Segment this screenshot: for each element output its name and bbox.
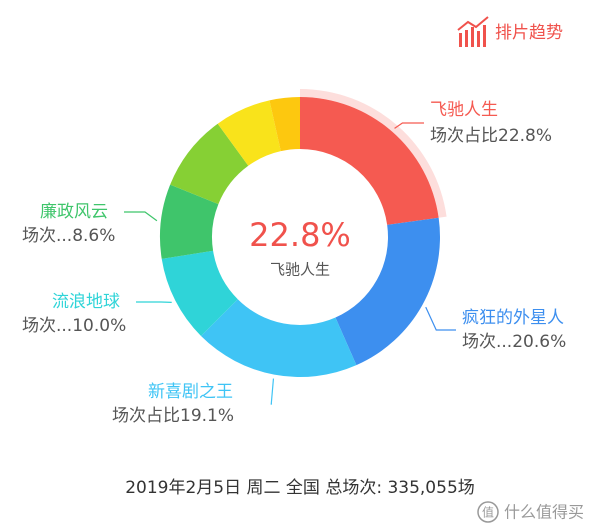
watermark-text: 什么值得买 (504, 503, 584, 522)
donut-slice (300, 97, 439, 225)
trend-icon (457, 16, 489, 47)
slice-name: 疯狂的外星人 (462, 308, 564, 328)
slice-value-label: 场次占比19.1% (112, 406, 234, 426)
leader-line (394, 122, 424, 129)
selected-halo (300, 89, 447, 218)
donut-slice (159, 184, 219, 259)
center-value: 22.8% (249, 216, 351, 254)
slice-name: 廉政风云 (40, 202, 108, 222)
leader-line (425, 306, 456, 331)
watermark-icon: 值 (482, 505, 494, 520)
slice-value-label: 场次...20.6% (462, 332, 566, 352)
slice-value-label: 场次...10.0% (22, 316, 126, 336)
footer-text: 2019年2月5日 周二 全国 总场次: 335,055场 (125, 478, 475, 498)
slice-value-label: 场次...8.6% (22, 226, 115, 246)
donut-slice (161, 250, 238, 336)
trend-button-label: 排片趋势 (495, 23, 563, 43)
watermark-icon-ring (477, 501, 499, 523)
slice-value-label: 场次占比22.8% (430, 126, 552, 146)
donut-slice (217, 100, 281, 166)
slice-name: 飞驰人生 (430, 100, 498, 120)
donut-chart: 飞驰人生场次占比22.8%疯狂的外星人场次...20.6%新喜剧之王场次占比19… (22, 89, 566, 426)
trend-button[interactable]: 排片趋势 (457, 16, 563, 47)
donut-slice (170, 123, 249, 205)
slice-name: 新喜剧之王 (148, 382, 233, 402)
donut-slice (201, 299, 357, 377)
slice-name: 流浪地球 (52, 292, 120, 312)
center-name: 飞驰人生 (270, 261, 330, 279)
leader-line (124, 211, 158, 222)
donut-slice (335, 217, 440, 366)
donut-slice (269, 97, 300, 152)
leader-line (270, 378, 275, 405)
